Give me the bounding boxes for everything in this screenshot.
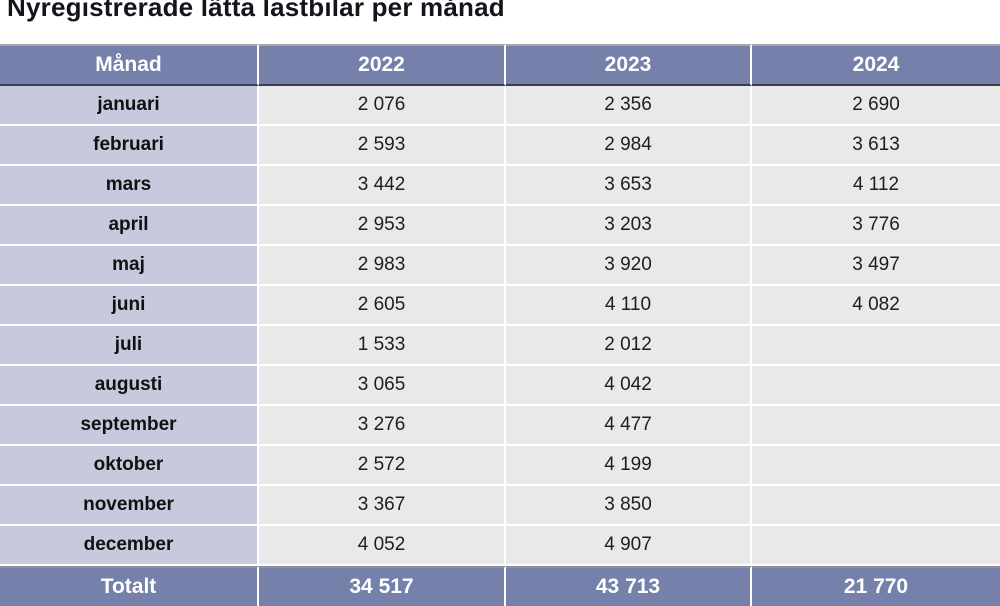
value-cell-2024: [752, 486, 1000, 526]
value-cell-2023: 4 110: [506, 286, 752, 326]
month-cell: januari: [0, 86, 259, 126]
value-cell-2022: 2 076: [259, 86, 506, 126]
table-row: september 3 276 4 477: [0, 406, 1000, 446]
month-cell: december: [0, 526, 259, 566]
value-cell-2023: 4 042: [506, 366, 752, 406]
total-value-2024: 21 770: [752, 566, 1000, 606]
value-cell-2022: 1 533: [259, 326, 506, 366]
table-row: maj 2 983 3 920 3 497: [0, 246, 1000, 286]
monthly-registrations-table: Månad 2022 2023 2024 januari 2 076 2 356…: [0, 44, 1000, 606]
table-row: april 2 953 3 203 3 776: [0, 206, 1000, 246]
value-cell-2022: 2 953: [259, 206, 506, 246]
total-label: Totalt: [0, 566, 259, 606]
page-title: Nyregistrerade lätta lastbilar per månad: [7, 0, 505, 22]
value-cell-2022: 2 593: [259, 126, 506, 166]
table-row: juli 1 533 2 012: [0, 326, 1000, 366]
column-header-2022: 2022: [259, 44, 506, 86]
total-row: Totalt 34 517 43 713 21 770: [0, 566, 1000, 606]
value-cell-2024: 4 112: [752, 166, 1000, 206]
value-cell-2022: 3 367: [259, 486, 506, 526]
month-cell: oktober: [0, 446, 259, 486]
value-cell-2024: [752, 406, 1000, 446]
value-cell-2023: 4 477: [506, 406, 752, 446]
month-cell: februari: [0, 126, 259, 166]
value-cell-2023: 3 653: [506, 166, 752, 206]
column-header-manad: Månad: [0, 44, 259, 86]
table-row: juni 2 605 4 110 4 082: [0, 286, 1000, 326]
table-row: mars 3 442 3 653 4 112: [0, 166, 1000, 206]
value-cell-2024: 3 613: [752, 126, 1000, 166]
month-cell: september: [0, 406, 259, 446]
table-row: januari 2 076 2 356 2 690: [0, 86, 1000, 126]
value-cell-2024: 2 690: [752, 86, 1000, 126]
value-cell-2024: 3 497: [752, 246, 1000, 286]
month-cell: augusti: [0, 366, 259, 406]
value-cell-2024: [752, 526, 1000, 566]
value-cell-2022: 4 052: [259, 526, 506, 566]
month-cell: mars: [0, 166, 259, 206]
value-cell-2023: 2 356: [506, 86, 752, 126]
value-cell-2023: 3 850: [506, 486, 752, 526]
total-value-2022: 34 517: [259, 566, 506, 606]
column-header-2024: 2024: [752, 44, 1000, 86]
value-cell-2024: 4 082: [752, 286, 1000, 326]
month-cell: april: [0, 206, 259, 246]
value-cell-2023: 3 920: [506, 246, 752, 286]
value-cell-2022: 3 276: [259, 406, 506, 446]
value-cell-2023: 4 907: [506, 526, 752, 566]
value-cell-2024: [752, 366, 1000, 406]
header-row: Månad 2022 2023 2024: [0, 44, 1000, 86]
month-cell: maj: [0, 246, 259, 286]
value-cell-2022: 3 442: [259, 166, 506, 206]
total-value-2023: 43 713: [506, 566, 752, 606]
table-row: november 3 367 3 850: [0, 486, 1000, 526]
table-row: oktober 2 572 4 199: [0, 446, 1000, 486]
month-cell: juli: [0, 326, 259, 366]
value-cell-2022: 2 572: [259, 446, 506, 486]
value-cell-2023: 3 203: [506, 206, 752, 246]
value-cell-2022: 3 065: [259, 366, 506, 406]
column-header-2023: 2023: [506, 44, 752, 86]
value-cell-2024: [752, 446, 1000, 486]
value-cell-2023: 2 984: [506, 126, 752, 166]
table-row: augusti 3 065 4 042: [0, 366, 1000, 406]
value-cell-2023: 2 012: [506, 326, 752, 366]
value-cell-2022: 2 605: [259, 286, 506, 326]
value-cell-2024: 3 776: [752, 206, 1000, 246]
value-cell-2022: 2 983: [259, 246, 506, 286]
table-row: februari 2 593 2 984 3 613: [0, 126, 1000, 166]
table-row: december 4 052 4 907: [0, 526, 1000, 566]
value-cell-2024: [752, 326, 1000, 366]
month-cell: november: [0, 486, 259, 526]
value-cell-2023: 4 199: [506, 446, 752, 486]
month-cell: juni: [0, 286, 259, 326]
